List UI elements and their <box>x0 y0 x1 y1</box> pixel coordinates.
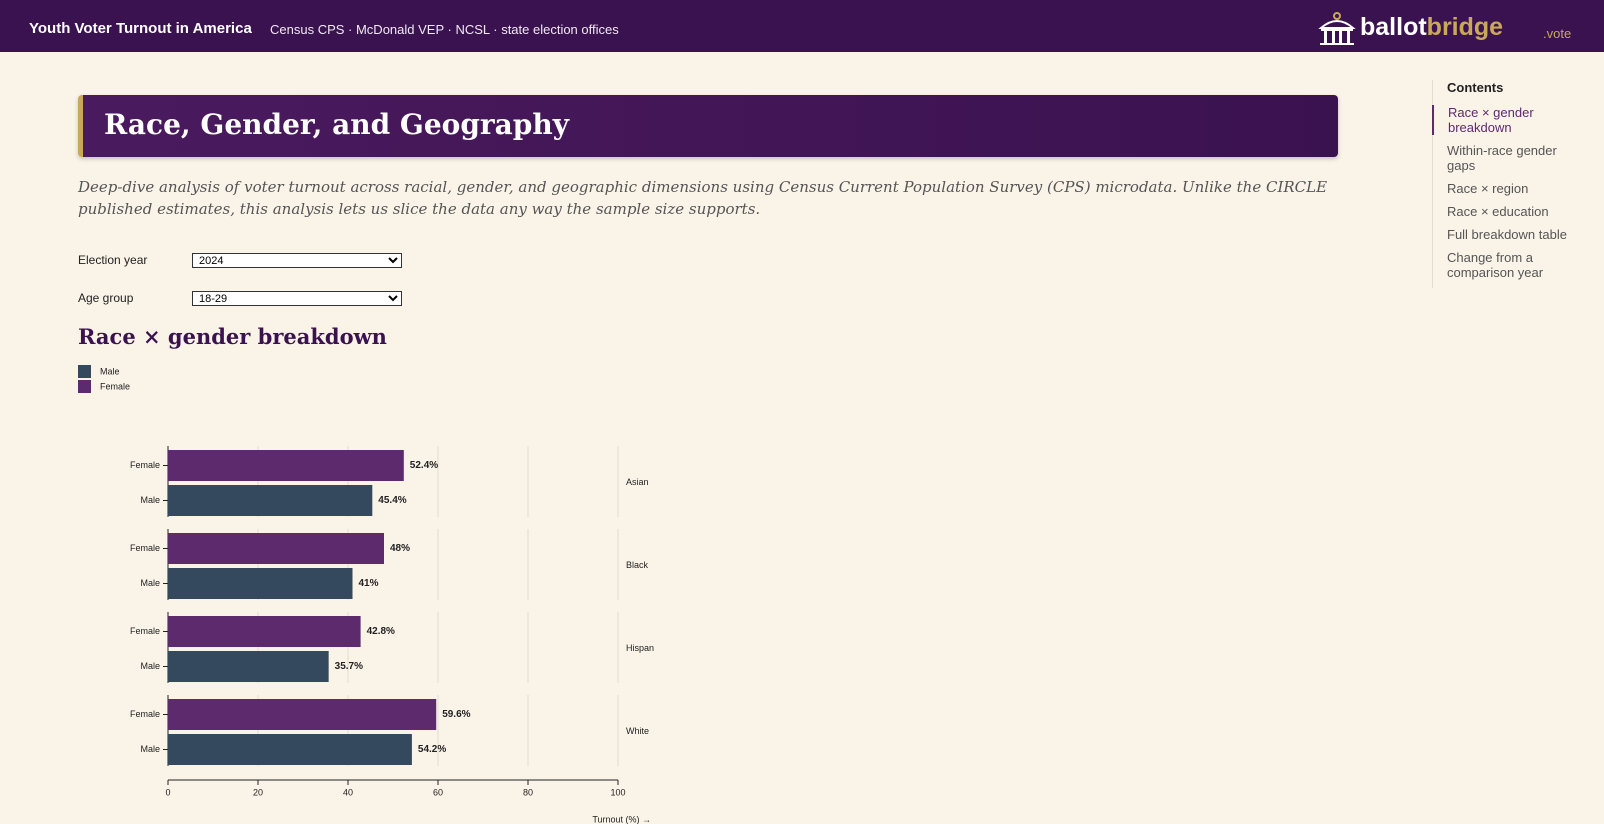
legend-label: Female <box>100 381 130 391</box>
x-axis-label: Turnout (%) → <box>592 814 651 824</box>
y-tick-label: Female <box>130 709 160 719</box>
value-label: 42.8% <box>367 626 395 637</box>
bar <box>168 485 373 516</box>
toc-item[interactable]: Within-race gender gaps <box>1447 143 1557 173</box>
y-tick-label: Female <box>130 543 160 553</box>
y-tick-label: Male <box>140 661 160 671</box>
logo-icon <box>1318 12 1356 45</box>
toc-list: Race × gender breakdown Within-race gende… <box>1432 105 1583 280</box>
description: Deep-dive analysis of voter turnout acro… <box>78 178 1328 218</box>
x-tick-label: 20 <box>253 787 263 797</box>
toc: Contents Race × gender breakdown Within-r… <box>1432 80 1583 288</box>
toc-item[interactable]: Race × gender breakdown <box>1432 105 1583 135</box>
bar <box>168 450 404 481</box>
toc-item[interactable]: Race × education <box>1447 204 1549 219</box>
bar <box>168 734 412 765</box>
logo-text: bridge <box>1426 13 1504 41</box>
value-label: 45.4% <box>378 495 406 506</box>
value-label: 59.6% <box>442 709 470 720</box>
control-label: Election year <box>78 253 148 267</box>
facet-label: Black <box>626 560 649 570</box>
age-select[interactable]: 18-29 <box>192 291 402 306</box>
chart: Male Female 52.4% Female 45.4% Male Asian 48% Fe… <box>78 365 661 824</box>
y-tick-label: Male <box>140 495 160 505</box>
year-select[interactable]: 2024 <box>192 253 402 268</box>
x-tick-label: 60 <box>433 787 443 797</box>
banner-title: Race, Gender, and Geography <box>104 108 570 141</box>
bar <box>168 651 329 682</box>
legend-swatch <box>78 365 91 378</box>
value-label: 41% <box>359 578 379 589</box>
x-tick-label: 100 <box>610 787 625 797</box>
bar <box>168 568 353 599</box>
facet-label: White <box>626 726 649 736</box>
toc-title: Contents <box>1447 80 1504 95</box>
bar <box>168 616 361 647</box>
logo[interactable]: ballotbridge <box>1360 13 1503 42</box>
banner: Race, Gender, and Geography <box>78 95 1338 157</box>
domain: .vote <box>1543 26 1572 41</box>
bar <box>168 699 437 730</box>
facet-label: Asian <box>626 477 649 487</box>
toc-item[interactable]: Race × region <box>1447 181 1529 196</box>
value-label: 52.4% <box>410 460 438 471</box>
legend-swatch <box>78 380 91 393</box>
value-label: 54.2% <box>418 744 446 755</box>
site-title[interactable]: Youth Voter Turnout in America <box>29 20 252 37</box>
y-tick-label: Male <box>140 744 160 754</box>
legend-label: Male <box>100 366 120 376</box>
sources: Census CPS · McDonald VEP · NCSL · state… <box>270 22 619 37</box>
section-title: Race × gender breakdown <box>78 324 387 349</box>
x-tick-label: 80 <box>523 787 533 797</box>
toc-item[interactable]: Change from a comparison year <box>1447 250 1544 280</box>
header: Youth Voter Turnout in America Census CP… <box>0 0 1604 52</box>
facet-label: Hispanic <box>626 643 661 653</box>
y-tick-label: Male <box>140 578 160 588</box>
value-label: 35.7% <box>335 661 363 672</box>
y-tick-label: Female <box>130 460 160 470</box>
x-tick-label: 40 <box>343 787 353 797</box>
value-label: 48% <box>390 543 410 554</box>
y-tick-label: Female <box>130 626 160 636</box>
toc-item[interactable]: Full breakdown table <box>1447 227 1567 242</box>
control-label: Age group <box>78 291 134 305</box>
x-tick-label: 0 <box>165 787 170 797</box>
bar <box>168 533 384 564</box>
logo-text: ballot <box>1360 13 1427 41</box>
